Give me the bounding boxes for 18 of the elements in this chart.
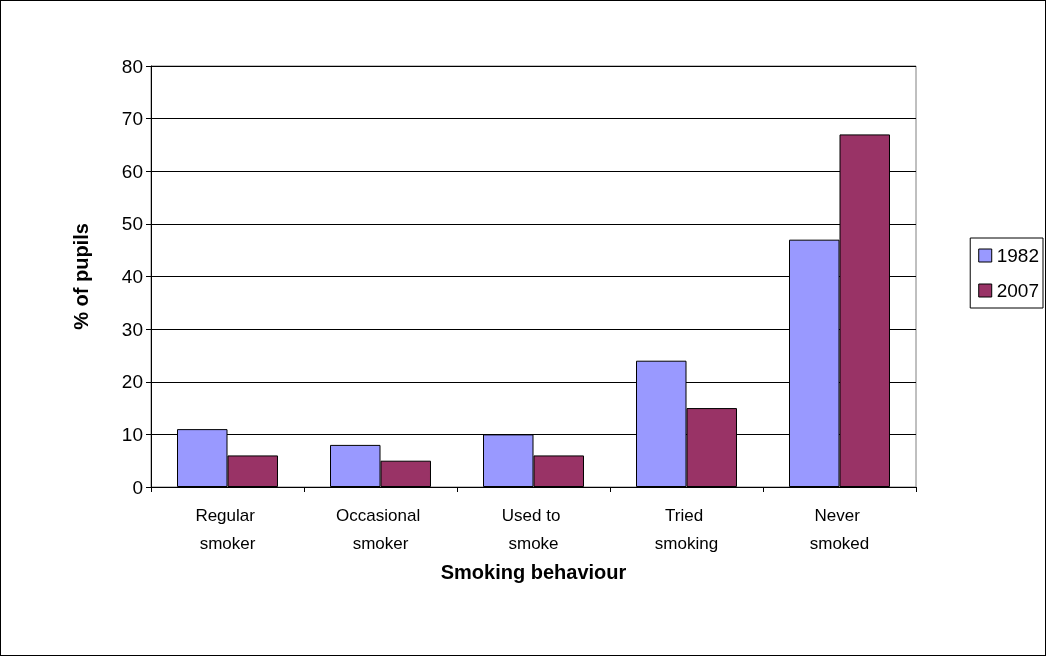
y-axis-title: % of pupils [70,223,92,330]
y-tick-label: 70 [121,108,143,130]
legend-label: 1982 [996,245,1040,266]
x-tick-label: Never smoked [809,505,870,553]
x-tick-label: Regular smoker [195,505,260,553]
x-tick-label: Tried smoking [654,505,719,553]
x-tick-label: Occasional smoker [336,505,425,553]
y-tick-label: 80 [121,55,143,77]
x-tick-label: Used to smoke [501,505,566,553]
legend-label: 2007 [996,280,1040,301]
y-tick-label: 10 [121,423,143,445]
y-tick-label: 30 [121,318,143,340]
y-tick-label: 0 [132,476,143,498]
x-axis-title: Smoking behaviour [440,561,627,583]
y-tick-label: 40 [121,266,143,287]
y-tick-label: 60 [121,160,143,182]
y-tick-label: 20 [121,371,143,393]
y-tick-label: 50 [121,213,143,235]
